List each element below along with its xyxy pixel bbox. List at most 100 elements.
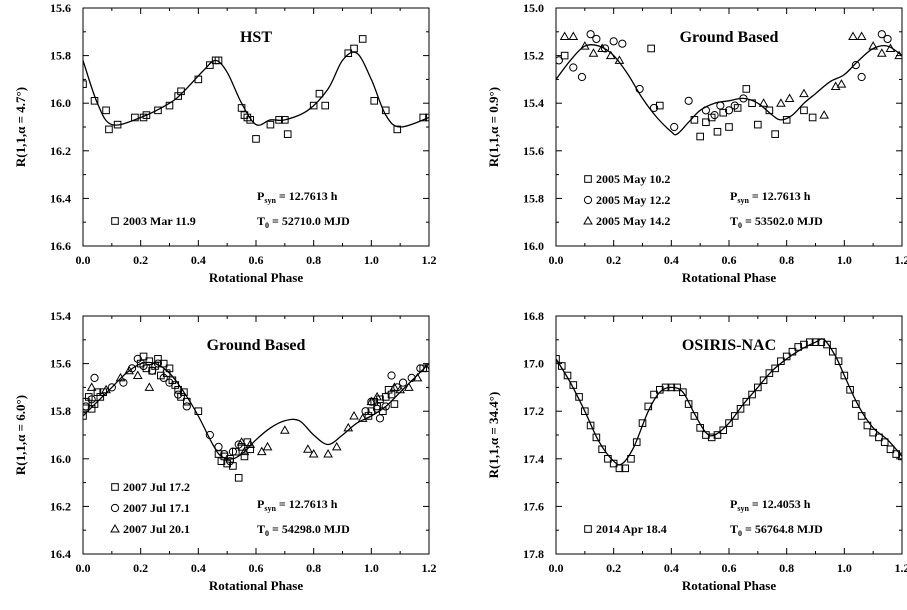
t0-symbol: T bbox=[730, 522, 738, 536]
data-layer bbox=[556, 30, 902, 141]
data-point-square bbox=[719, 426, 728, 435]
panel-title: OSIRIS-NAC bbox=[682, 337, 776, 354]
data-point-square bbox=[707, 113, 716, 122]
data-point-square bbox=[232, 447, 240, 456]
x-tick-label: 0.0 bbox=[76, 561, 91, 575]
data-point-square bbox=[817, 338, 826, 346]
t0-symbol: T bbox=[257, 522, 265, 536]
data-point-square bbox=[707, 433, 716, 442]
data-point-square bbox=[83, 412, 87, 420]
data-point-circle bbox=[670, 122, 679, 132]
data-point-square bbox=[656, 385, 664, 394]
t0-symbol: T bbox=[730, 214, 738, 228]
fit-curve bbox=[556, 338, 902, 466]
data-point-square bbox=[667, 383, 676, 392]
y-tick-label: 16.2 bbox=[50, 144, 71, 158]
data-point-triangle bbox=[389, 382, 400, 391]
data-point-square bbox=[344, 49, 353, 58]
x-tick-label: 0.0 bbox=[549, 561, 564, 575]
legend-label: 2007 Jul 20.1 bbox=[123, 522, 190, 536]
x-tick-label: 0.0 bbox=[549, 253, 564, 267]
x-tick-label: 1.0 bbox=[837, 561, 852, 575]
data-point-square bbox=[788, 347, 797, 356]
data-point-square bbox=[621, 464, 630, 473]
data-point-square bbox=[381, 106, 390, 115]
y-tick-label: 17.8 bbox=[523, 547, 544, 561]
data-point-circle bbox=[90, 373, 99, 382]
data-point-square bbox=[754, 383, 762, 392]
data-point-square bbox=[563, 371, 572, 380]
psyn-subscript: syn bbox=[264, 504, 276, 513]
data-point-square bbox=[829, 347, 837, 356]
data-point-circle bbox=[851, 61, 860, 70]
y-tick-label: 17.0 bbox=[523, 357, 544, 371]
legend-marker-circle bbox=[110, 503, 120, 513]
data-point-square bbox=[131, 113, 139, 122]
x-tick-label: 0.0 bbox=[76, 253, 91, 267]
data-point-square bbox=[419, 113, 428, 122]
data-point-square bbox=[805, 338, 814, 346]
data-point-circle bbox=[182, 402, 191, 411]
data-point-triangle bbox=[101, 384, 111, 394]
data-point-square bbox=[90, 97, 99, 105]
data-point-triangle bbox=[366, 396, 377, 406]
data-point-square bbox=[370, 97, 379, 105]
data-point-circle bbox=[635, 84, 644, 94]
data-point-circle bbox=[609, 37, 618, 46]
t0-value: = 54298.0 MJD bbox=[269, 522, 350, 536]
y-tick-label: 16.0 bbox=[523, 239, 544, 253]
data-point-square bbox=[886, 445, 895, 454]
data-point-square bbox=[679, 388, 687, 396]
data-point-square bbox=[237, 104, 246, 112]
data-point-triangle bbox=[799, 88, 809, 98]
data-point-square bbox=[627, 455, 635, 463]
data-point-square bbox=[350, 44, 358, 53]
data-point-square bbox=[875, 433, 883, 442]
t0-label: T0 = 54298.0 MJD bbox=[257, 522, 350, 538]
data-point-square bbox=[393, 125, 402, 134]
data-point-square bbox=[425, 113, 429, 122]
data-point-square bbox=[725, 419, 733, 427]
x-tick-label: 0.2 bbox=[133, 253, 148, 267]
x-tick-label: 1.2 bbox=[895, 561, 907, 575]
y-tick-label: 15.6 bbox=[523, 144, 544, 158]
data-point-square bbox=[569, 381, 578, 389]
y-tick-label: 15.4 bbox=[523, 96, 544, 110]
data-point-circle bbox=[739, 94, 748, 103]
data-point-circle bbox=[710, 111, 719, 120]
data-point-square bbox=[387, 390, 396, 399]
data-point-square bbox=[174, 385, 182, 394]
x-axis-title: Rotational Phase bbox=[682, 270, 776, 285]
data-point-square bbox=[690, 412, 699, 420]
data-point-square bbox=[586, 421, 595, 430]
data-point-square bbox=[240, 452, 249, 461]
data-point-square bbox=[742, 397, 751, 406]
legend-marker-square bbox=[584, 175, 592, 183]
data-point-square bbox=[782, 352, 791, 361]
panel-1: 0.0 0.2 0.4 0.6 0.8 1.0 1.2 15.6 15.8 16.0 16.2 16.… bbox=[13, 1, 437, 285]
legend-label: 2007 Jul 17.1 bbox=[123, 501, 190, 515]
data-point-square bbox=[644, 402, 653, 411]
y-axis-title: R(1,1,α = 6.0°) bbox=[13, 395, 28, 475]
data-point-square bbox=[823, 340, 831, 349]
data-point-square bbox=[237, 443, 246, 451]
legend-label: 2005 May 14.2 bbox=[596, 214, 670, 228]
y-tick-label: 15.8 bbox=[523, 191, 544, 205]
data-point-triangle bbox=[132, 370, 143, 379]
data-point-triangle bbox=[568, 31, 579, 41]
t0-symbol: T bbox=[257, 214, 265, 228]
y-tick-label: 17.2 bbox=[523, 404, 544, 418]
t0-label: T0 = 53502.0 MJD bbox=[730, 214, 823, 230]
data-point-circle bbox=[556, 56, 563, 65]
data-point-circle bbox=[600, 44, 610, 53]
t0-subscript: 0 bbox=[265, 529, 269, 538]
data-point-triangle bbox=[836, 79, 847, 88]
data-point-square bbox=[673, 383, 681, 392]
data-point-square bbox=[684, 400, 693, 408]
data-point-triangle bbox=[579, 41, 590, 50]
data-point-triangle bbox=[86, 382, 97, 391]
data-point-square bbox=[794, 343, 803, 351]
data-point-square bbox=[615, 464, 624, 473]
x-tick-label: 0.2 bbox=[133, 561, 148, 575]
data-point-square bbox=[696, 132, 704, 141]
